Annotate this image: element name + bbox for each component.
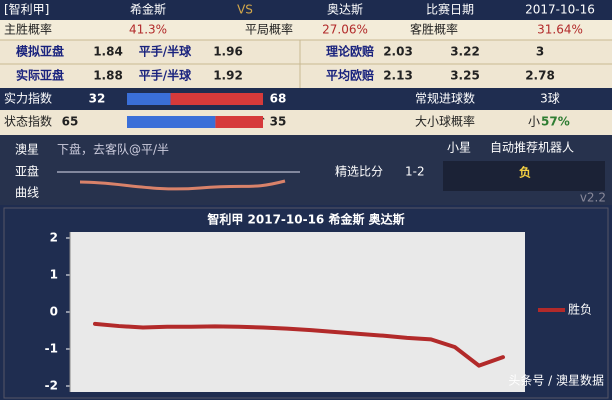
status-away: 35 [270, 115, 287, 129]
plot-area [70, 232, 525, 392]
result-box [443, 161, 605, 191]
prob-label: 客胜概率 [410, 22, 458, 37]
odds-value: 1.96 [213, 45, 243, 59]
prob-row [0, 20, 612, 40]
robot-name: 小星 [447, 141, 471, 155]
odds-value: 2.13 [383, 69, 413, 83]
goals-label: 常规进球数 [415, 91, 475, 106]
strength-label: 实力指数 [4, 91, 52, 106]
bar-home [127, 116, 216, 128]
pick-label: 精选比分 [335, 165, 383, 179]
pick: 1-2 [405, 165, 425, 179]
brand: 曲线 [15, 186, 39, 200]
prob-value: 41.3% [129, 23, 167, 37]
ou-side: 小 [528, 115, 540, 129]
odds-value: 2.78 [525, 69, 555, 83]
prob-value: 27.06% [322, 23, 368, 37]
league: [智利甲] [4, 2, 49, 17]
status-home: 65 [62, 115, 79, 129]
ou-label: 大小球概率 [415, 114, 475, 129]
version: v2.2 [580, 191, 606, 205]
odds-value: 2.03 [383, 45, 413, 59]
odds-value: 1.88 [93, 69, 123, 83]
date-label: 比赛日期 [426, 2, 474, 17]
y-tick-label: -1 [45, 342, 58, 356]
prob-label: 平局概率 [245, 22, 293, 37]
y-tick-label: 0 [50, 305, 58, 319]
chart-title: 智利甲 2017-10-16 希金斯 奥达斯 [206, 212, 404, 227]
sparkline [79, 179, 286, 191]
date: 2017-10-16 [525, 3, 595, 17]
odds-label: 理论欧赔 [326, 44, 374, 59]
brand: 澳星 [15, 143, 39, 157]
odds-label: 模拟亚盘 [16, 44, 64, 59]
y-tick-label: 2 [50, 231, 58, 245]
odds-value: 3.22 [450, 45, 480, 59]
bar-home [127, 93, 171, 105]
status-row [0, 110, 612, 135]
strength-home: 32 [89, 92, 106, 106]
odds-label: 平均欧赔 [326, 68, 374, 83]
away-team: 奥达斯 [327, 3, 363, 17]
y-tick-label: -2 [45, 379, 58, 393]
status-label: 状态指数 [4, 114, 52, 129]
series-line [93, 321, 505, 368]
bar-away [215, 116, 263, 128]
header-row [0, 0, 612, 20]
y-tick-label: 1 [50, 268, 58, 282]
robot-title: 自动推荐机器人 [490, 141, 574, 155]
bar-away [170, 93, 263, 105]
strength-away: 68 [270, 92, 287, 106]
result: 负 [519, 165, 531, 180]
brand: 亚盘 [15, 164, 39, 179]
watermark: 头条号 / 澳星数据 [508, 373, 604, 388]
ou-prob: 57% [541, 115, 570, 129]
tip: 下盘，去客队@平/半 [57, 142, 169, 157]
prob-value: 31.64% [537, 23, 583, 37]
odds-value: 平手/半球 [139, 44, 192, 59]
prob-label: 主胜概率 [4, 22, 52, 37]
goals-value: 3球 [540, 92, 560, 106]
odds-value: 1.84 [93, 45, 123, 59]
odds-value: 3.25 [450, 69, 480, 83]
odds-value: 平手/半球 [139, 68, 192, 83]
home-team: 希金斯 [130, 2, 166, 17]
odds-value: 3 [536, 45, 544, 59]
odds-value: 1.92 [213, 69, 243, 83]
legend-label: 胜负 [568, 302, 592, 317]
odds-label: 实际亚盘 [16, 68, 64, 83]
vs: VS [237, 3, 253, 17]
